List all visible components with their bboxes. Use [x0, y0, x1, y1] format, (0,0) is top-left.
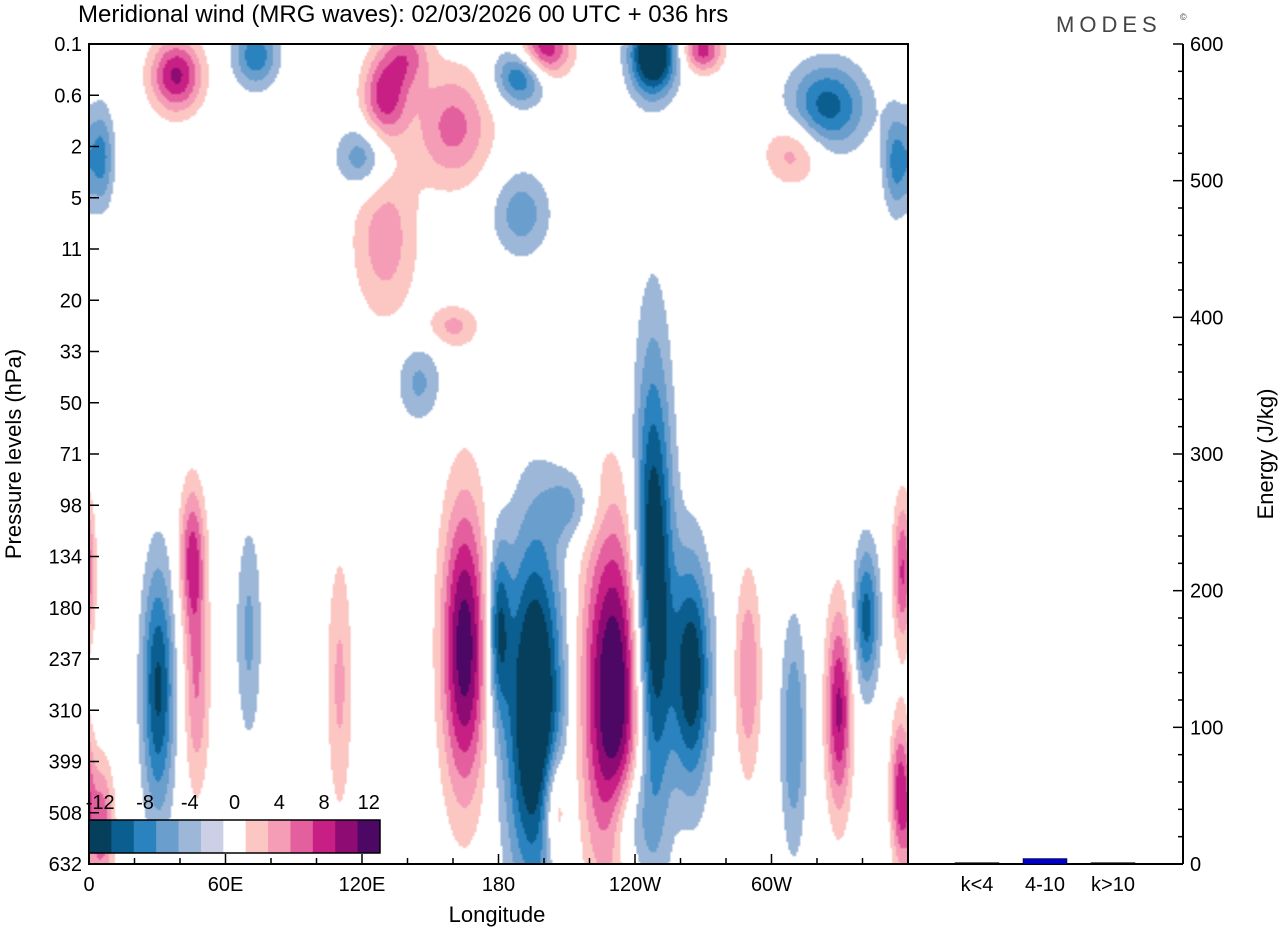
- colorbar-label: 4: [274, 792, 285, 814]
- y-tick-label: 508: [49, 803, 82, 825]
- energy-tick-label: 500: [1190, 171, 1223, 193]
- x-tick-label: 120W: [609, 874, 661, 896]
- heatmap-field: [89, 44, 908, 864]
- y-tick-label: 237: [49, 649, 82, 671]
- y-tick-label: 2: [71, 137, 82, 159]
- colorbar-labels: -12 -8 -4 0 4 8 12: [86, 792, 380, 814]
- energy-tick-label: 300: [1190, 444, 1223, 466]
- x-tick-label: 180: [482, 874, 515, 896]
- x-tick-label: 60E: [208, 874, 244, 896]
- y-tick-label: 0.6: [54, 85, 82, 107]
- colorbar-label: 0: [229, 792, 240, 814]
- colorbar-label: -4: [181, 792, 199, 814]
- energy-tick-label: 400: [1190, 307, 1223, 329]
- colorbar-cell: [133, 820, 157, 853]
- energy-tick-label: 200: [1190, 581, 1223, 603]
- energy-bars: k<4 4-10 k>10: [954, 858, 1136, 896]
- energy-bar: [1090, 862, 1136, 865]
- chart-title: Meridional wind (MRG waves): 02/03/2026 …: [78, 1, 728, 28]
- energy-bar: [954, 862, 1000, 865]
- y-axis-label: Pressure levels (hPa): [1, 349, 26, 559]
- energy-bar-label: k>10: [1091, 874, 1135, 896]
- colorbar-cell: [200, 820, 224, 853]
- colorbar-cell: [111, 820, 135, 853]
- y-tick-label: 71: [60, 444, 82, 466]
- colorbar-cell: [335, 820, 359, 853]
- colorbar-label: -8: [136, 792, 154, 814]
- x-axis-ticks: 0 60E 120E 180 120W 60W: [83, 854, 909, 896]
- colorbar: -12 -8 -4 0 4 8 12: [86, 792, 381, 854]
- colorbar-cell: [290, 820, 314, 853]
- colorbar-cell: [89, 820, 112, 853]
- modes-logo: MODES: [1056, 12, 1162, 37]
- y-tick-label: 98: [60, 495, 82, 517]
- y-tick-label: 134: [49, 547, 82, 569]
- x-tick-label: 60W: [751, 874, 792, 896]
- colorbar-label: 12: [358, 792, 380, 814]
- heatmap-panel: [88, 43, 909, 865]
- colorbar-cell: [223, 820, 247, 853]
- y-tick-label: 20: [60, 290, 82, 312]
- energy-tick-label: 0: [1190, 854, 1201, 876]
- energy-axis-ticks: 0 100 200 300 400 500 600: [1173, 34, 1223, 876]
- energy-bar-label: k<4: [961, 874, 994, 896]
- x-axis-label: Longitude: [449, 902, 546, 927]
- energy-bar-label: 4-10: [1025, 874, 1065, 896]
- colorbar-label: 8: [318, 792, 329, 814]
- colorbar-cell: [357, 820, 381, 853]
- y-tick-label: 399: [49, 752, 82, 774]
- colorbar-cell: [312, 820, 336, 853]
- colorbar-cell: [268, 820, 291, 853]
- colorbar-frame: [88, 819, 381, 854]
- y-tick-label: 5: [71, 188, 82, 210]
- colorbar-cell: [178, 820, 202, 853]
- colorbar-cells: [89, 820, 381, 853]
- energy-axis-label: Energy (J/kg): [1253, 389, 1278, 520]
- energy-tick-label: 600: [1190, 34, 1223, 56]
- y-tick-label: 632: [49, 854, 82, 876]
- x-tick-label: 120E: [339, 874, 386, 896]
- logo-copyright-mark: ©: [1180, 12, 1187, 22]
- y-axis-ticks: 0.1 0.6 2 5 11 20 33 50 71 98 134 180 237 310 399 508 63…: [49, 34, 99, 876]
- y-tick-label: 33: [60, 342, 82, 364]
- energy-tick-label: 100: [1190, 717, 1223, 739]
- y-tick-label: 180: [49, 598, 82, 620]
- colorbar-cell: [245, 820, 269, 853]
- y-tick-label: 310: [49, 700, 82, 722]
- y-tick-label: 0.1: [54, 34, 82, 56]
- colorbar-label: -12: [86, 792, 115, 814]
- energy-panel: k<4 4-10 k>10 0 100 200 300 400 500 600 Energy (…: [907, 34, 1278, 896]
- energy-bar: [1022, 858, 1068, 865]
- x-tick-label: 0: [83, 874, 94, 896]
- y-tick-label: 50: [60, 393, 82, 415]
- colorbar-cell: [156, 820, 180, 853]
- y-tick-label: 11: [61, 239, 82, 261]
